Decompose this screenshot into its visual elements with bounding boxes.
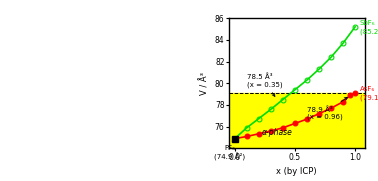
Text: AsF₆
(79.1 Å²): AsF₆ (79.1 Å²) bbox=[360, 86, 378, 102]
Y-axis label: V / Å³: V / Å³ bbox=[200, 72, 209, 95]
Text: 78.9 Å³
(x = 0.96): 78.9 Å³ (x = 0.96) bbox=[307, 97, 347, 120]
X-axis label: x (by ICP): x (by ICP) bbox=[276, 167, 317, 176]
Text: α-phase: α-phase bbox=[262, 128, 292, 137]
Text: 78.5 Å³
(x = 0.35): 78.5 Å³ (x = 0.35) bbox=[247, 73, 282, 96]
Bar bbox=[229, 93, 365, 148]
Text: SbF₆
(85.2 Å²): SbF₆ (85.2 Å²) bbox=[360, 20, 378, 36]
Text: PF₆
(74.9 Å²): PF₆ (74.9 Å²) bbox=[214, 139, 245, 161]
